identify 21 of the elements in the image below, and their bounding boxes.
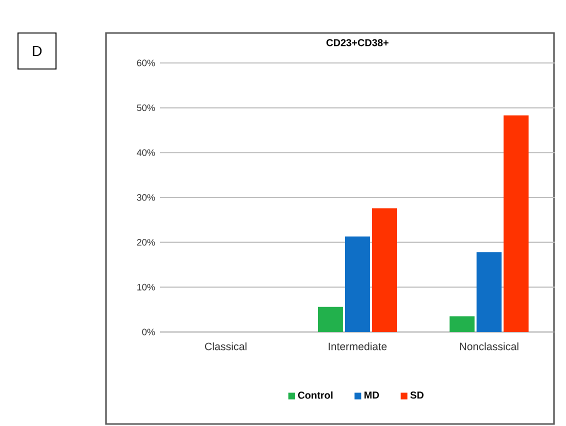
y-tick-label: 60% (137, 60, 155, 66)
legend-label: Control (298, 391, 332, 399)
bar (318, 306, 343, 332)
y-tick-label: 50% (136, 104, 155, 112)
text: D (32, 46, 42, 56)
chart-title: CD23+CD38+ (326, 39, 388, 46)
bar (372, 208, 397, 332)
bar (344, 236, 370, 332)
bar (450, 316, 475, 332)
y-tick-label: 30% (136, 194, 155, 201)
legend-label: MD (364, 392, 379, 398)
y-tick-label: 20% (137, 239, 155, 246)
y-tick-label: 0% (142, 328, 155, 336)
bar (504, 115, 529, 332)
y-tick-label: 10% (137, 284, 155, 290)
x-tick-label: Classical (205, 342, 246, 350)
legend-label: SD (410, 392, 424, 399)
bar (476, 252, 502, 332)
x-tick-label: Nonclassical (460, 342, 518, 350)
y-tick-label: 40% (136, 149, 155, 156)
x-tick-label: Intermediate (328, 342, 387, 350)
